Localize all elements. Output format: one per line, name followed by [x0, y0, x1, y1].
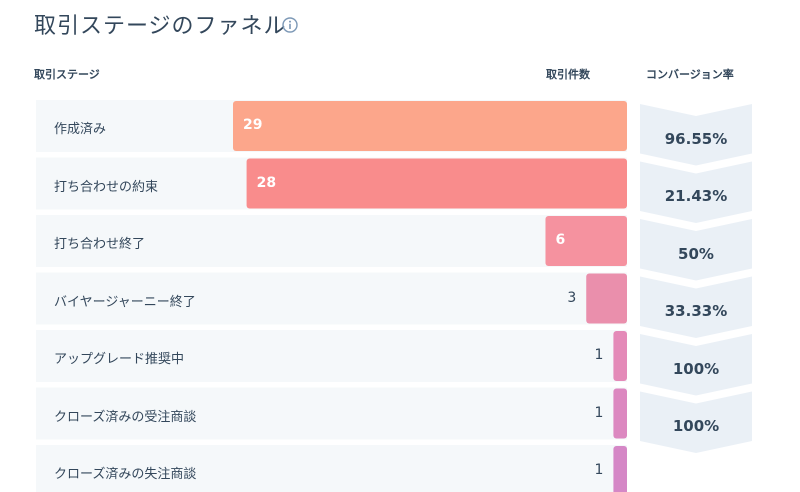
stage-label: 打ち合わせの約束: [54, 179, 159, 195]
bar-6: [613, 388, 627, 439]
count-label: 1: [594, 462, 604, 478]
count-label: 1: [594, 404, 604, 421]
conversion-rate: 33.33%: [664, 302, 728, 321]
row-background: [36, 272, 627, 325]
conversion-arrow: [640, 334, 752, 396]
conversion-rate: 96.55%: [664, 129, 728, 148]
stage-label: 打ち合わせ終了: [54, 237, 146, 252]
stage-label: 作成済み: [54, 122, 107, 137]
conversion-rate: 50%: [678, 244, 714, 263]
count-label: 6: [555, 232, 566, 248]
conversion-arrow: [640, 161, 752, 223]
conversion-arrow: [640, 391, 752, 453]
chart-title: 取引ステージのファネル: [34, 14, 287, 39]
bar-5: [613, 331, 627, 381]
info-icon[interactable]: [282, 17, 298, 33]
conversion-arrow: [640, 276, 752, 338]
stage-label: クローズ済みの失注商談: [54, 467, 197, 482]
column-header-count: 取引件数: [546, 68, 590, 81]
count-label: 1: [594, 347, 604, 363]
conversion-rate: 21.43%: [664, 187, 728, 206]
count-label: 28: [256, 174, 277, 191]
bar-2: [246, 158, 627, 209]
conversion-arrow: [640, 104, 752, 166]
stage-label: バイヤージャーニー終了: [54, 294, 196, 310]
stage-label: アップグレード推奨中: [54, 352, 185, 367]
count-label: 29: [243, 117, 263, 133]
row-background: [36, 215, 627, 267]
conversion-rate: 100%: [672, 359, 720, 378]
row-background: [36, 445, 627, 492]
conversion-arrow: [640, 219, 752, 281]
column-header-stage: 取引ステージ: [34, 68, 100, 81]
bar-1: [233, 101, 627, 151]
stage-label: クローズ済みの受注商談: [54, 409, 197, 425]
row-background: [36, 387, 627, 440]
bar-3: [545, 216, 627, 266]
row-background: [36, 330, 627, 382]
column-header-conversion: コンバージョン率: [646, 68, 734, 81]
bar-7: [613, 446, 627, 492]
count-label: 3: [567, 289, 577, 306]
bar-4: [586, 273, 627, 324]
conversion-rate: 100%: [672, 417, 720, 436]
